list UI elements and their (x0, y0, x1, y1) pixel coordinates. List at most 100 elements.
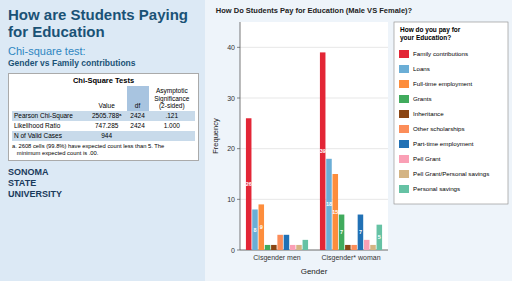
bar (326, 159, 332, 250)
table-cell: 2424 (127, 111, 149, 121)
bar (290, 245, 296, 250)
table-cell: 2424 (127, 121, 149, 131)
data-label: 7 (340, 229, 343, 235)
legend-title-line: How do you pay for (400, 26, 461, 34)
bar (246, 118, 252, 250)
legend-label: Loans (413, 65, 430, 72)
y-axis-label: Frequency (211, 118, 220, 154)
bar (271, 245, 277, 250)
bar (284, 235, 290, 250)
y-tick-label: 10 (227, 196, 235, 203)
y-tick-label: 0 (231, 247, 235, 254)
legend-title: How do you pay foryour Education? (400, 26, 461, 42)
table-note: a. 2608 cells (99.8%) have expected coun… (12, 143, 195, 157)
table-cell: N of Valid Cases (12, 131, 87, 141)
left-panel: How are Students Paying for Education Chi… (0, 0, 205, 281)
legend-swatch (399, 50, 409, 58)
y-tick (237, 250, 240, 251)
data-label: 39 (320, 148, 326, 154)
legend: How do you pay foryour Education? Family … (394, 22, 508, 204)
legend-label: Inheritance (413, 110, 444, 117)
bars (246, 52, 382, 250)
table-row: Likelihood Ratio747.28524241.000 (12, 121, 195, 131)
chart: 0102030402639818915775Cisgender menCisge… (0, 0, 512, 281)
table-cell: .121 (149, 111, 195, 121)
table-title: Chi-Square Tests (12, 76, 195, 86)
grid-line (240, 148, 388, 149)
legend-label: Other scholarships (413, 125, 465, 132)
bar (333, 174, 339, 250)
y-tick (237, 98, 240, 99)
y-tick-label: 20 (227, 145, 235, 152)
table-header-row: ValuedfAsymptotic Significance (2-sided) (12, 86, 195, 111)
data-labels: 2639818915775 (246, 148, 381, 240)
data-label: 18 (326, 201, 332, 207)
legend-swatch (399, 65, 409, 73)
bar (265, 245, 271, 250)
slide-title: How are Students Paying for Education (8, 6, 199, 40)
table-header: Asymptotic Significance (2-sided) (149, 86, 195, 111)
x-tick-label: Cisgender* woman (321, 254, 380, 262)
data-label: 5 (378, 234, 381, 240)
table-row: N of Valid Cases944 (12, 131, 195, 141)
table-cell: Pearson Chi-Square (12, 111, 87, 121)
bar (296, 245, 302, 250)
legend-swatch (399, 125, 409, 133)
plot-area (240, 22, 388, 250)
y-tick (237, 148, 240, 149)
legend-swatch (399, 170, 409, 178)
bar (377, 225, 383, 250)
bar (370, 245, 376, 250)
grid-line (240, 47, 388, 48)
legend-swatch (399, 95, 409, 103)
legend-label: Full-time employment (413, 80, 472, 87)
chi-subtitle: Gender vs Family contributions (8, 58, 199, 69)
data-label: 7 (359, 229, 362, 235)
x-tick-label: Cisgender men (253, 254, 301, 262)
bar (252, 209, 258, 250)
y-tick-label: 30 (227, 95, 235, 102)
legend-swatch (399, 80, 409, 88)
legend-label: Family contributions (413, 50, 468, 57)
x-axis-label: Gender (301, 267, 328, 276)
table-cell: 2505.788ᵃ (87, 111, 127, 121)
data-label: 26 (246, 181, 252, 187)
grid-line (240, 199, 388, 200)
y-tick (237, 47, 240, 48)
table-header: df (127, 86, 149, 111)
legend-title-line: your Education? (400, 34, 451, 42)
bar (339, 215, 345, 250)
grid-line (240, 98, 388, 99)
table: ValuedfAsymptotic Significance (2-sided)… (12, 86, 195, 141)
legend-swatch (399, 155, 409, 163)
table-cell (127, 131, 149, 141)
bar (351, 245, 357, 250)
legend-box (394, 22, 508, 204)
table-cell (149, 131, 195, 141)
table-box: Chi-Square TestsValuedfAsymptotic Signif… (8, 73, 199, 161)
table-cell: 1.000 (149, 121, 195, 131)
legend-label: Grants (413, 95, 432, 102)
bar (259, 204, 265, 250)
legend-label: Pell Grant/Personal savings (413, 170, 489, 177)
table-cell: Likelihood Ratio (12, 121, 87, 131)
bar (358, 215, 364, 250)
y-tick-label: 40 (227, 44, 235, 51)
legend-label: Personal savings (413, 185, 460, 192)
chi-title: Chi-square test: (8, 45, 199, 58)
bar (345, 245, 351, 250)
y-tick (237, 199, 240, 200)
y-axis (240, 22, 241, 250)
bar (364, 240, 370, 250)
table-header: Value (87, 86, 127, 111)
legend-label: Pell Grant (413, 155, 441, 162)
bar (303, 240, 309, 250)
table-header (12, 86, 87, 111)
bar (320, 52, 326, 250)
table-cell: 944 (87, 131, 127, 141)
chart-title: How Do Students Pay for Education (Male … (216, 6, 413, 15)
data-label: 8 (253, 227, 256, 233)
logo-text: SONOMA STATE UNIVERSITY (8, 167, 199, 200)
legend-swatch (399, 140, 409, 148)
data-label: 9 (260, 224, 263, 230)
